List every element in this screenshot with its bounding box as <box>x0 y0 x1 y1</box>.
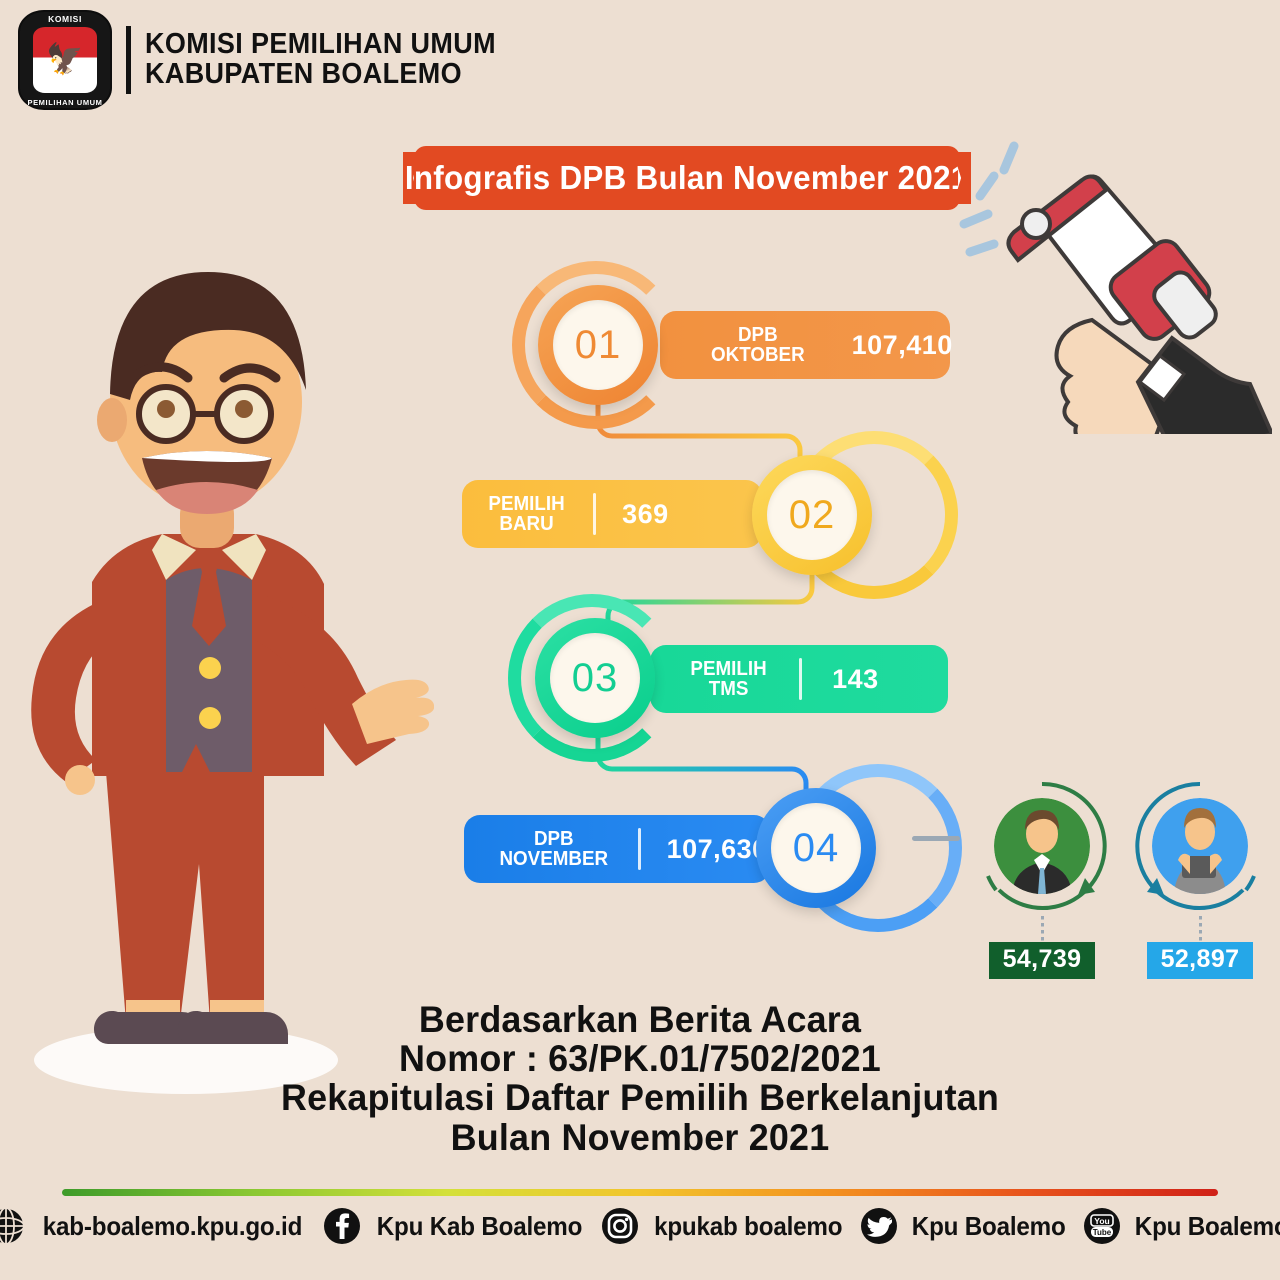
step-03-bar: PEMILIH TMS 143 <box>650 645 948 713</box>
step-03-number: 03 <box>550 633 640 723</box>
step-02-value: 369 <box>622 498 669 529</box>
step-01-number: 01 <box>553 300 643 390</box>
female-dotted-line <box>1198 916 1202 942</box>
male-ring <box>974 778 1110 914</box>
globe-icon <box>0 1207 25 1245</box>
step-03-value: 143 <box>832 663 879 694</box>
instagram-icon <box>601 1208 638 1244</box>
step-04-number: 04 <box>771 803 861 893</box>
footer-gradient-rule <box>62 1189 1218 1196</box>
step-02-bar: PEMILIH BARU 369 <box>462 480 762 548</box>
brand-line-1: KOMISI PEMILIHAN UMUM <box>145 28 496 61</box>
footer-instagram-label: kpukab boalemo <box>653 1210 843 1241</box>
step-02-number: 02 <box>767 470 857 560</box>
gender-male: 54,739 <box>962 778 1122 979</box>
header-divider <box>126 26 131 94</box>
footer-twitter-label: Kpu Boalemo <box>912 1210 1066 1241</box>
footer-facebook[interactable]: Kpu Kab Boalemo <box>322 1206 590 1246</box>
caption-line-1: Berdasarkan Berita Acara <box>418 999 862 1040</box>
female-count-badge: 52,897 <box>1146 942 1254 979</box>
step-03-label: PEMILIH TMS <box>690 658 767 700</box>
step-01-label: DPB OKTOBER <box>710 324 805 366</box>
male-dotted-line <box>1040 916 1044 942</box>
female-ring <box>1132 778 1268 914</box>
brand-line-2: KABUPATEN BOALEMO <box>145 58 462 90</box>
step-04-separator <box>637 828 641 870</box>
gender-female: 52,897 <box>1120 778 1280 979</box>
footer-youtube-label: Kpu Boalemo <box>1134 1210 1280 1241</box>
footer-website-label: kab-boalemo.kpu.go.id <box>42 1210 303 1241</box>
step-01-circle: 01 <box>538 285 658 405</box>
male-avatar <box>994 798 1090 894</box>
step-04-bar: DPB NOVEMBER 107,636 <box>464 815 770 883</box>
step-01-bar: DPB OKTOBER 107,410 <box>660 311 953 379</box>
footer-youtube[interactable]: You Tube Kpu Boalemo <box>1082 1206 1280 1246</box>
brand-title: KOMISI PEMILIHAN UMUM KABUPATEN BOALEMO <box>145 30 522 89</box>
brand-header: 🦅 KOMISI PEMILIHAN UMUM KOMISI PEMILIHAN… <box>18 10 522 110</box>
footer-website[interactable]: kab-boalemo.kpu.go.id <box>0 1206 312 1246</box>
youtube-icon: You Tube <box>1083 1208 1120 1244</box>
logo-top-label: KOMISI <box>48 14 82 24</box>
footer-facebook-label: Kpu Kab Boalemo <box>376 1210 583 1241</box>
logo-bottom-label: PEMILIHAN UMUM <box>27 98 103 107</box>
logo-shield: 🦅 <box>33 27 97 93</box>
step-04-circle: 04 <box>756 788 876 908</box>
presenter-character-illustration <box>31 272 434 1094</box>
garuda-icon: 🦅 <box>46 43 84 76</box>
caption-block: Berdasarkan Berita Acara Nomor : 63/PK.0… <box>0 1000 1280 1157</box>
step-04-value: 107,636 <box>666 833 768 864</box>
female-arrow-ring-icon <box>1135 781 1256 910</box>
gender-connector-dash <box>912 836 960 841</box>
step-02-separator <box>593 493 597 535</box>
step-04-label: DPB NOVEMBER <box>499 828 609 870</box>
page-title: Infografis DPB Bulan November 2021 <box>405 159 969 196</box>
facebook-icon <box>323 1208 360 1244</box>
caption-line-2: Nomor : 63/PK.01/7502/2021 <box>399 1038 881 1080</box>
footer-twitter[interactable]: Kpu Boalemo <box>859 1206 1071 1246</box>
svg-text:You: You <box>1094 1216 1109 1226</box>
svg-text:Tube: Tube <box>1092 1228 1111 1237</box>
page-title-ribbon: Infografis DPB Bulan November 2021 <box>405 146 969 210</box>
footer-social-bar: kab-boalemo.kpu.go.id Kpu Kab Boalemo kp… <box>0 1206 1280 1246</box>
step-02-label: PEMILIH BARU <box>488 493 565 535</box>
step-03-separator <box>799 658 803 700</box>
step-03-circle: 03 <box>535 618 655 738</box>
footer-instagram[interactable]: kpukab boalemo <box>600 1206 849 1246</box>
step-01-value: 107,410 <box>851 329 953 360</box>
female-avatar <box>1152 798 1248 894</box>
step-02-circle: 02 <box>752 455 872 575</box>
caption-line-4: Bulan November 2021 <box>450 1116 830 1158</box>
male-arrow-ring-icon <box>986 781 1107 910</box>
megaphone-illustration <box>959 141 1272 434</box>
twitter-icon <box>861 1208 898 1244</box>
kpu-logo: 🦅 KOMISI PEMILIHAN UMUM <box>18 10 112 110</box>
caption-line-3: Rekapitulasi Daftar Pemilih Berkelanjuta… <box>280 1077 1000 1119</box>
male-count-badge: 54,739 <box>988 942 1096 979</box>
